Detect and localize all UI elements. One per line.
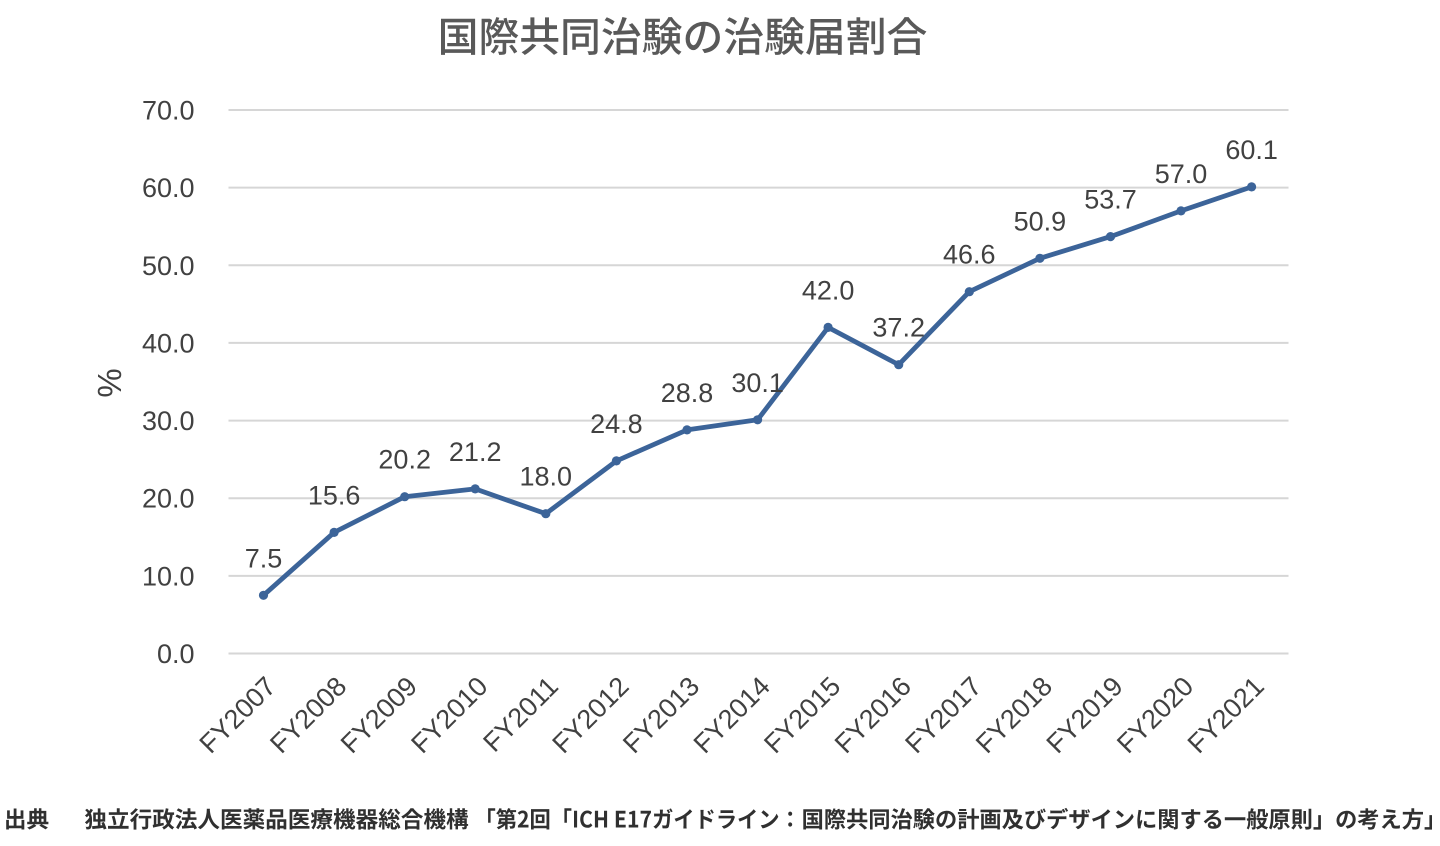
svg-text:15.6: 15.6 [308,480,361,510]
svg-text:50.0: 50.0 [142,251,195,281]
svg-text:60.1: 60.1 [1225,135,1278,165]
svg-text:28.8: 28.8 [661,378,714,408]
svg-text:53.7: 53.7 [1084,185,1137,215]
svg-text:10.0: 10.0 [142,561,195,591]
svg-text:57.0: 57.0 [1155,159,1208,189]
svg-text:18.0: 18.0 [520,462,573,492]
svg-text:20.0: 20.0 [142,484,195,514]
svg-text:7.5: 7.5 [245,543,283,573]
svg-text:46.6: 46.6 [943,240,996,270]
svg-text:30.0: 30.0 [142,406,195,436]
svg-text:30.1: 30.1 [731,368,784,398]
svg-text:24.8: 24.8 [590,409,643,439]
svg-text:%: % [91,368,128,397]
svg-text:0.0: 0.0 [157,639,195,669]
svg-text:60.0: 60.0 [142,173,195,203]
svg-text:40.0: 40.0 [142,328,195,358]
svg-text:50.9: 50.9 [1014,206,1067,236]
svg-text:70.0: 70.0 [142,96,195,126]
svg-text:37.2: 37.2 [872,313,925,343]
svg-text:20.2: 20.2 [378,445,431,475]
svg-text:21.2: 21.2 [449,437,502,467]
svg-text:42.0: 42.0 [802,275,855,305]
